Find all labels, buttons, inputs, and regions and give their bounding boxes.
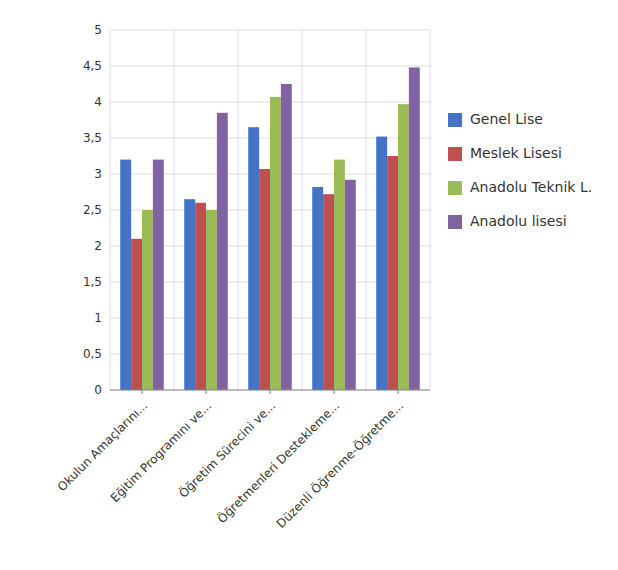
bar <box>248 127 259 390</box>
bar <box>270 97 281 390</box>
legend-label: Genel Lise <box>470 111 543 127</box>
bar <box>334 160 345 390</box>
legend-label: Anadolu Teknik L. <box>470 179 592 195</box>
x-tick <box>142 390 143 394</box>
y-tick-label: 2 <box>94 239 102 253</box>
bars <box>120 67 420 390</box>
bar <box>217 113 228 390</box>
legend-swatch <box>448 147 462 161</box>
y-tick-label: 2,5 <box>83 203 102 217</box>
y-tick-label: 0,5 <box>83 347 102 361</box>
bar <box>345 180 356 390</box>
group-separator <box>302 30 303 390</box>
legend-swatch <box>448 181 462 195</box>
y-tick-label: 4 <box>94 95 102 109</box>
bar <box>184 199 195 390</box>
bar <box>142 210 153 390</box>
y-axis: 0 0,5 1 1,5 2 2,5 3 3,5 4 4,5 5 <box>83 23 102 397</box>
group-separator <box>430 30 431 390</box>
y-tick-label: 1,5 <box>83 275 102 289</box>
bar <box>259 169 270 390</box>
x-tick <box>398 390 399 394</box>
bar <box>323 194 334 390</box>
grid <box>110 30 430 390</box>
legend: Genel Lise Meslek Lisesi Anadolu Teknik L.… <box>448 111 592 229</box>
y-grid-line <box>110 66 430 67</box>
y-tick-label: 3 <box>94 167 102 181</box>
legend-swatch <box>448 215 462 229</box>
bar <box>120 160 131 390</box>
bar <box>206 210 217 390</box>
bar <box>131 239 142 390</box>
y-tick-label: 1 <box>94 311 102 325</box>
bar <box>387 156 398 390</box>
x-tick <box>270 390 271 394</box>
bar <box>195 203 206 390</box>
legend-label: Meslek Lisesi <box>470 145 562 161</box>
y-tick-label: 3,5 <box>83 131 102 145</box>
legend-label: Anadolu lisesi <box>470 213 567 229</box>
bar <box>409 67 420 390</box>
x-tick-label: Eğitim Programını ve... <box>108 398 215 505</box>
bar <box>312 187 323 390</box>
y-tick-label: 5 <box>94 23 102 37</box>
y-grid-line <box>110 30 430 31</box>
bar <box>376 137 387 390</box>
group-separator <box>174 30 175 390</box>
x-tick <box>334 390 335 394</box>
chart: 0 0,5 1 1,5 2 2,5 3 3,5 4 4,5 5 Okulun Amaçlarını..… <box>0 0 618 570</box>
x-tick-label: Öğretmenleri Destekleme... <box>213 397 342 526</box>
legend-swatch <box>448 113 462 127</box>
y-tick-label: 4,5 <box>83 59 102 73</box>
bar <box>281 84 292 390</box>
bar <box>398 104 409 390</box>
group-separator <box>366 30 367 390</box>
x-tick-label: Düzenli Öğrenme-Öğretme... <box>272 397 406 531</box>
bar <box>153 160 164 390</box>
x-axis: Okulun Amaçlarını...Eğitim Programını ve… <box>55 390 430 531</box>
group-separator <box>238 30 239 390</box>
y-tick-label: 0 <box>94 383 102 397</box>
group-separator <box>110 30 111 390</box>
x-tick <box>206 390 207 394</box>
